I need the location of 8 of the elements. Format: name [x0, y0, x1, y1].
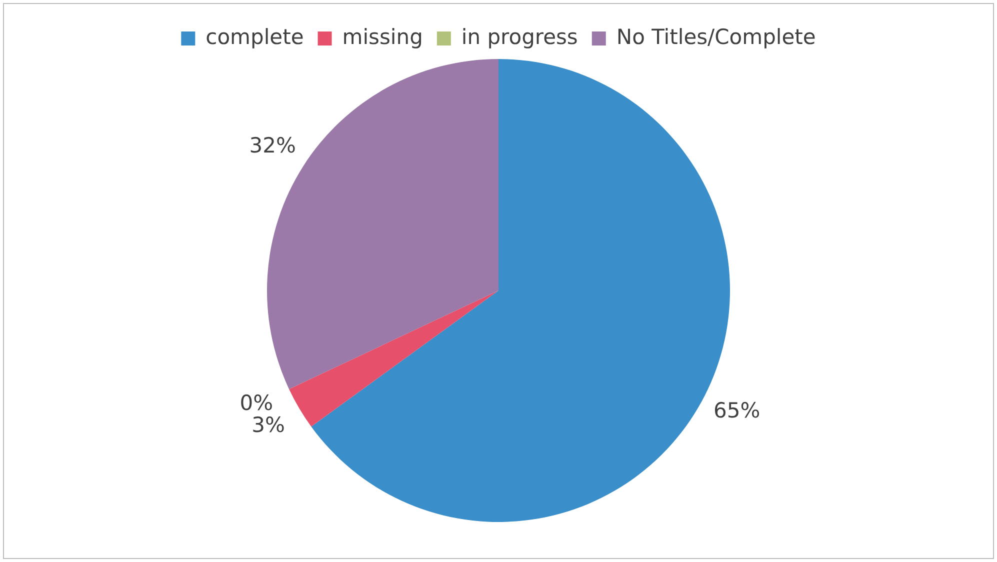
data-label: 65%: [714, 398, 760, 422]
legend-label: missing: [342, 24, 423, 49]
data-label: 3%: [252, 413, 285, 438]
legend-label: complete: [206, 24, 304, 49]
legend-label: No Titles/Complete: [616, 24, 816, 49]
data-label: 32%: [249, 134, 296, 158]
legend-label: in progress: [461, 24, 578, 49]
text: 0%: [240, 390, 274, 415]
